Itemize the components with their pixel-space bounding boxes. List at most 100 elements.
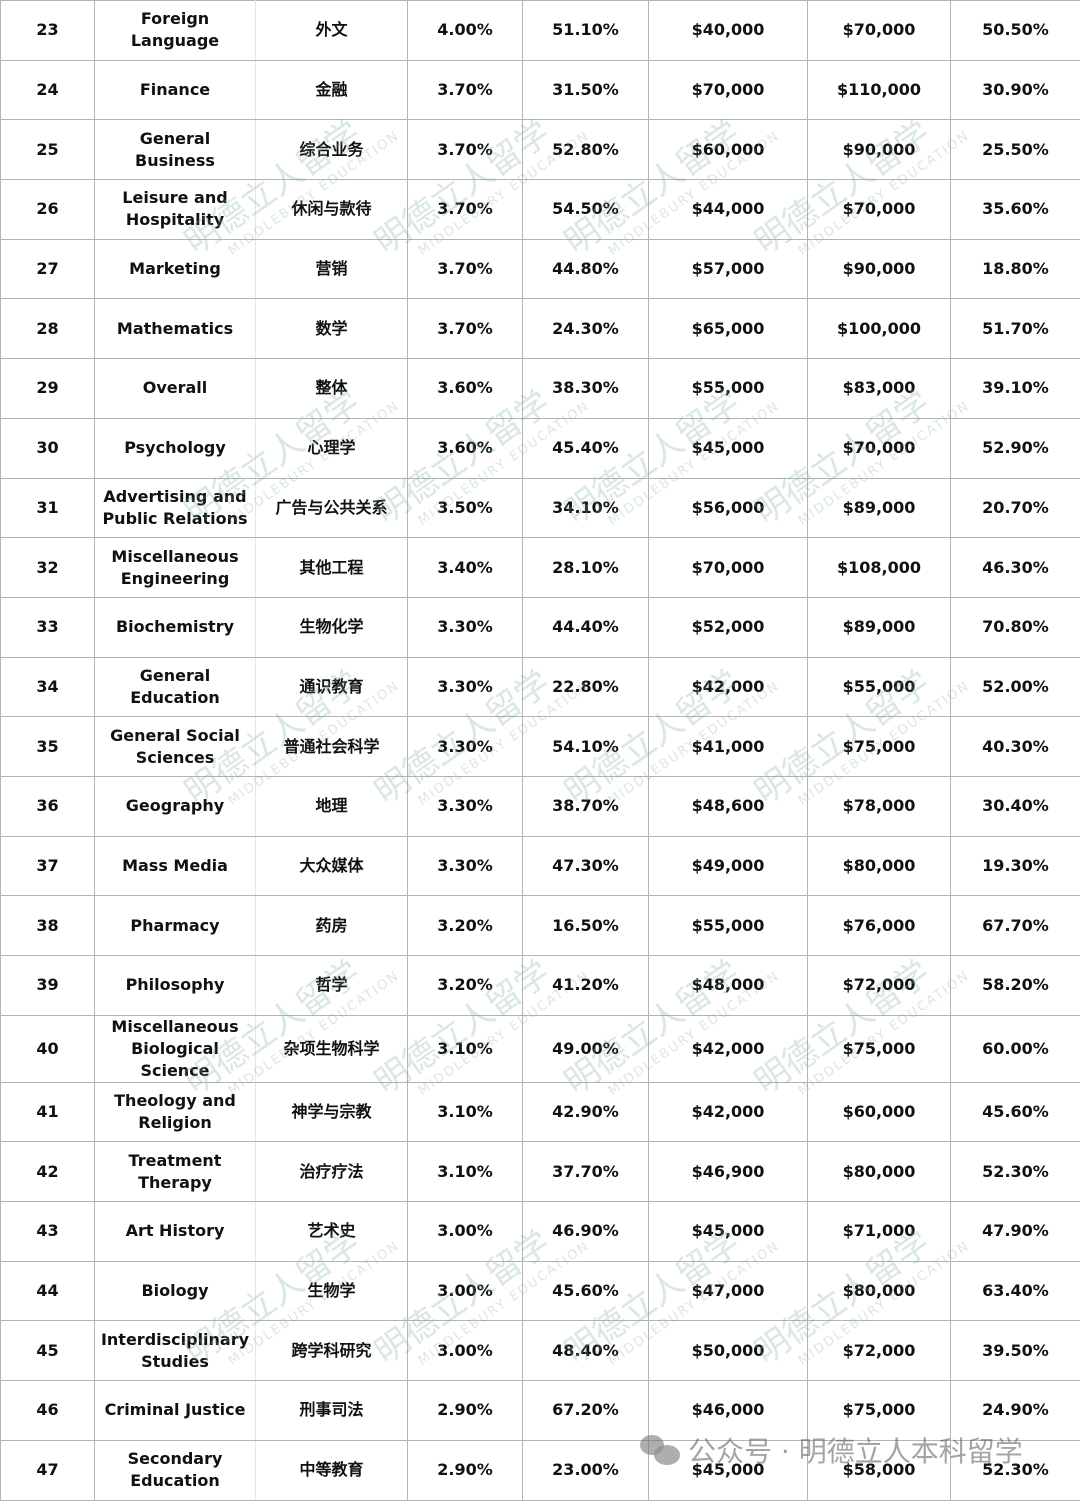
major-name-cell: Theology and Religion [95, 1082, 256, 1142]
major-name-cell: Pharmacy [95, 896, 256, 956]
rank-cell: 23 [1, 1, 95, 61]
col5-cell: 45.60% [523, 1261, 649, 1321]
rank-cell: 45 [1, 1321, 95, 1381]
rank-cell: 37 [1, 836, 95, 896]
col8-cell: 47.90% [951, 1202, 1080, 1262]
major-chinese-cell: 药房 [256, 896, 408, 956]
col7-cell: $89,000 [808, 597, 951, 657]
col5-cell: 23.00% [523, 1440, 649, 1500]
col4-cell: 3.30% [408, 836, 523, 896]
col8-cell: 39.10% [951, 359, 1080, 419]
col7-cell: $90,000 [808, 120, 951, 180]
col5-cell: 46.90% [523, 1202, 649, 1262]
col4-cell: 3.70% [408, 180, 523, 240]
col6-cell: $46,900 [649, 1142, 808, 1202]
rank-cell: 46 [1, 1381, 95, 1441]
major-chinese-cell: 金融 [256, 60, 408, 120]
major-name-cell: Secondary Education [95, 1440, 256, 1500]
col6-cell: $40,000 [649, 1, 808, 61]
rank-cell: 40 [1, 1015, 95, 1082]
major-chinese-cell: 广告与公共关系 [256, 478, 408, 538]
col5-cell: 45.40% [523, 418, 649, 478]
col4-cell: 3.40% [408, 538, 523, 598]
col8-cell: 58.20% [951, 956, 1080, 1016]
col6-cell: $42,000 [649, 1082, 808, 1142]
rank-cell: 33 [1, 597, 95, 657]
col4-cell: 3.70% [408, 239, 523, 299]
col5-cell: 47.30% [523, 836, 649, 896]
col7-cell: $72,000 [808, 956, 951, 1016]
footer-text: 公众号 · 明德立人本科留学 [688, 1430, 1023, 1470]
col7-cell: $110,000 [808, 60, 951, 120]
col7-cell: $100,000 [808, 299, 951, 359]
col5-cell: 34.10% [523, 478, 649, 538]
col4-cell: 3.10% [408, 1015, 523, 1082]
major-chinese-cell: 杂项生物科学 [256, 1015, 408, 1082]
col6-cell: $52,000 [649, 597, 808, 657]
rank-cell: 34 [1, 657, 95, 717]
major-chinese-cell: 艺术史 [256, 1202, 408, 1262]
col6-cell: $41,000 [649, 717, 808, 777]
col8-cell: 63.40% [951, 1261, 1080, 1321]
major-chinese-cell: 神学与宗教 [256, 1082, 408, 1142]
col6-cell: $48,000 [649, 956, 808, 1016]
col7-cell: $90,000 [808, 239, 951, 299]
rank-cell: 24 [1, 60, 95, 120]
rank-cell: 27 [1, 239, 95, 299]
major-name-cell: Advertising and Public Relations [95, 478, 256, 538]
col7-cell: $89,000 [808, 478, 951, 538]
col5-cell: 31.50% [523, 60, 649, 120]
major-name-cell: Interdisciplinary Studies [95, 1321, 256, 1381]
col8-cell: 52.00% [951, 657, 1080, 717]
col5-cell: 38.70% [523, 776, 649, 836]
rank-cell: 35 [1, 717, 95, 777]
col7-cell: $80,000 [808, 1142, 951, 1202]
col6-cell: $55,000 [649, 359, 808, 419]
col6-cell: $49,000 [649, 836, 808, 896]
col8-cell: 67.70% [951, 896, 1080, 956]
major-chinese-cell: 中等教育 [256, 1440, 408, 1500]
col7-cell: $108,000 [808, 538, 951, 598]
major-name-cell: Finance [95, 60, 256, 120]
col8-cell: 30.40% [951, 776, 1080, 836]
col5-cell: 22.80% [523, 657, 649, 717]
footer-watermark: 公众号 · 明德立人本科留学 [640, 1430, 1023, 1470]
rank-cell: 43 [1, 1202, 95, 1262]
col7-cell: $70,000 [808, 1, 951, 61]
major-chinese-cell: 整体 [256, 359, 408, 419]
col6-cell: $47,000 [649, 1261, 808, 1321]
col4-cell: 3.30% [408, 717, 523, 777]
col5-cell: 16.50% [523, 896, 649, 956]
major-name-cell: Criminal Justice [95, 1381, 256, 1441]
major-name-cell: Mathematics [95, 299, 256, 359]
col6-cell: $50,000 [649, 1321, 808, 1381]
major-name-cell: Art History [95, 1202, 256, 1262]
col4-cell: 2.90% [408, 1381, 523, 1441]
col8-cell: 45.60% [951, 1082, 1080, 1142]
major-name-cell: Psychology [95, 418, 256, 478]
col6-cell: $55,000 [649, 896, 808, 956]
col5-cell: 54.50% [523, 180, 649, 240]
col8-cell: 40.30% [951, 717, 1080, 777]
col8-cell: 46.30% [951, 538, 1080, 598]
rank-cell: 38 [1, 896, 95, 956]
major-chinese-cell: 其他工程 [256, 538, 408, 598]
major-chinese-cell: 外文 [256, 1, 408, 61]
col4-cell: 3.20% [408, 896, 523, 956]
col5-cell: 37.70% [523, 1142, 649, 1202]
